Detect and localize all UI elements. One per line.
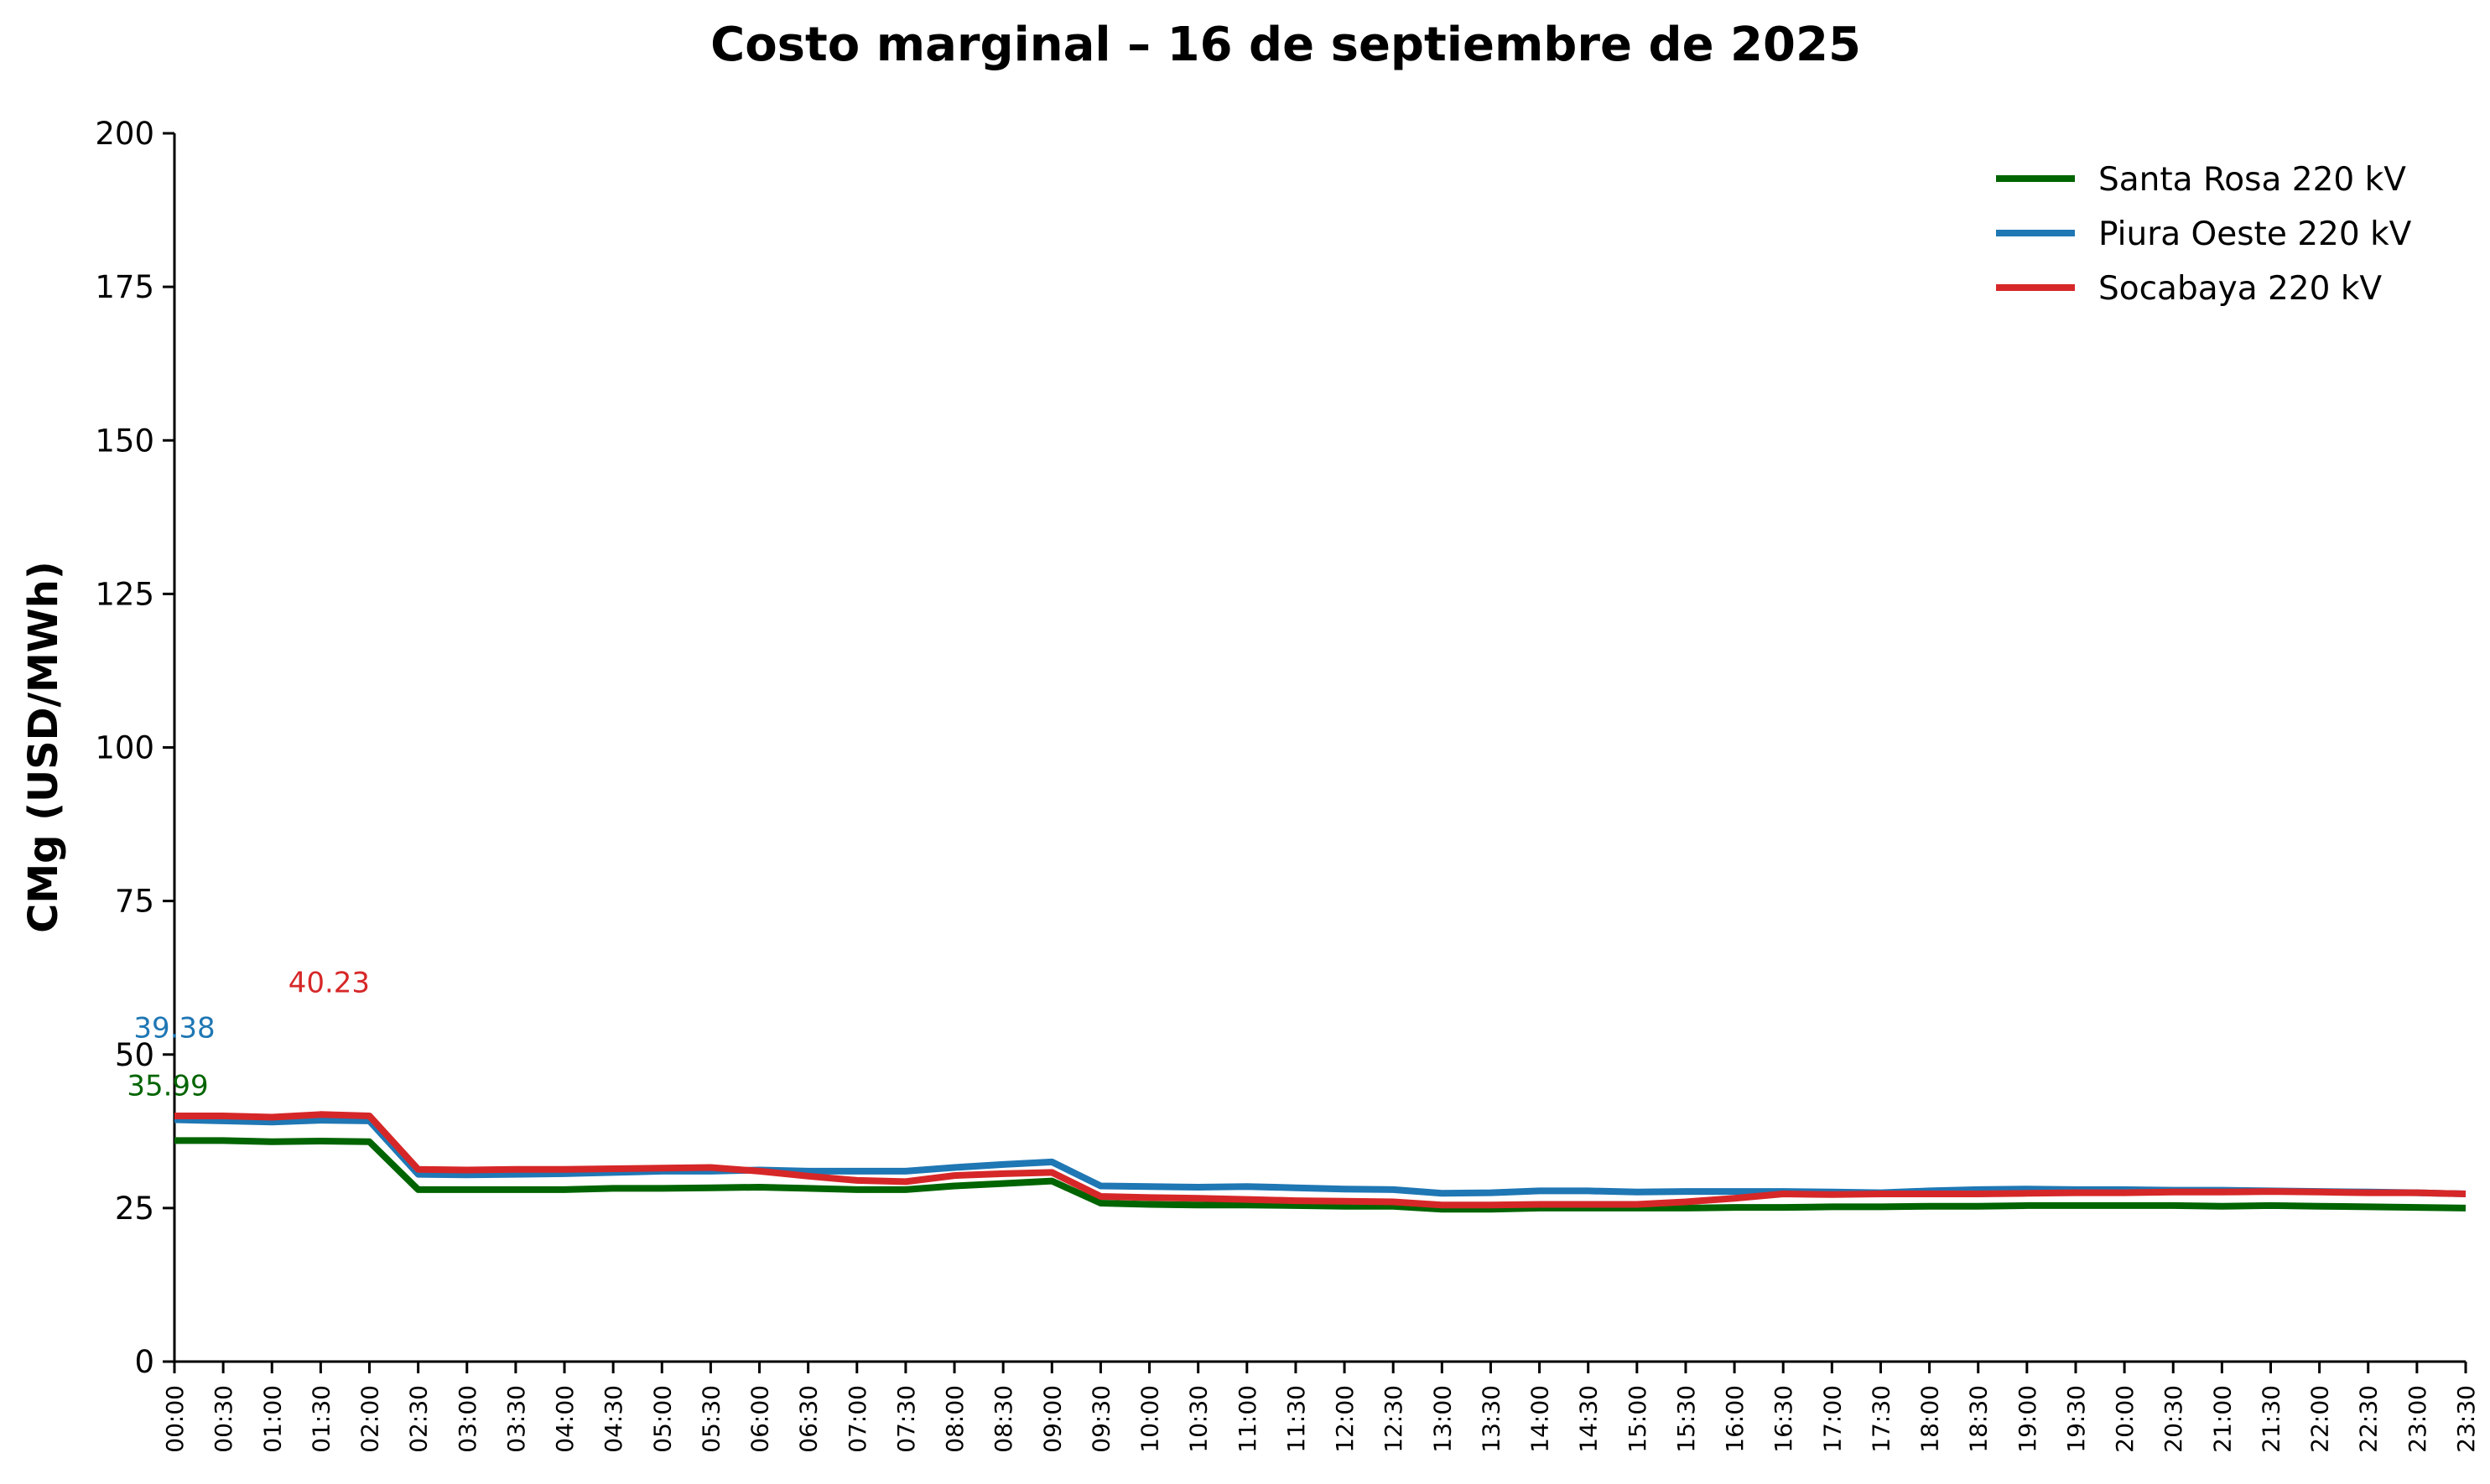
y-tick-label: 200 xyxy=(95,116,154,152)
data-label-0: 35.99 xyxy=(127,1069,208,1103)
x-tick-label: 09:30 xyxy=(1087,1385,1115,1453)
x-tick-label: 20:30 xyxy=(2160,1385,2187,1453)
y-tick-label: 0 xyxy=(134,1344,154,1380)
x-tick-label: 22:30 xyxy=(2355,1385,2383,1453)
x-tick-label: 16:00 xyxy=(1721,1385,1749,1453)
x-tick-label: 02:30 xyxy=(405,1385,433,1453)
x-tick-label: 13:30 xyxy=(1477,1385,1505,1453)
x-tick-label: 13:00 xyxy=(1428,1385,1456,1453)
x-tick-label: 17:30 xyxy=(1867,1385,1895,1453)
x-tick-label: 20:00 xyxy=(2111,1385,2139,1453)
x-tick-label: 08:30 xyxy=(990,1385,1017,1453)
x-tick-label: 17:00 xyxy=(1818,1385,1846,1453)
legend-label-2: Socabaya 220 kV xyxy=(2098,270,2382,308)
series-line-1 xyxy=(174,1116,2467,1197)
x-tick-label: 01:30 xyxy=(307,1385,335,1453)
series-line-2 xyxy=(174,1111,2467,1209)
x-tick-label: 00:00 xyxy=(161,1385,189,1453)
x-tick-label: 06:30 xyxy=(795,1385,823,1453)
y-tick-label: 100 xyxy=(95,730,154,766)
x-tick-label: 18:00 xyxy=(1916,1385,1944,1453)
y-tick-label: 175 xyxy=(95,269,154,305)
x-tick-label: 08:00 xyxy=(941,1385,969,1453)
x-tick-label: 23:30 xyxy=(2452,1385,2480,1453)
x-tick-label: 07:30 xyxy=(892,1385,920,1453)
series-line-0 xyxy=(174,1137,2467,1213)
annotation-group: 35.99 39.38 40.23 xyxy=(127,966,370,1103)
x-tick-label: 14:00 xyxy=(1526,1385,1554,1453)
chart-title: Costo marginal – 16 de septiembre de 202… xyxy=(710,18,1861,72)
x-axis: 00:00 00:30 01:00 01:30 02:00 02:30 03:00 03:30… xyxy=(161,1360,2480,1453)
series-group xyxy=(174,1111,2467,1213)
x-tick-label: 12:30 xyxy=(1380,1385,1407,1453)
x-tick-label: 22:00 xyxy=(2306,1385,2334,1453)
data-label-2: 40.23 xyxy=(289,966,370,999)
y-tick-label: 25 xyxy=(115,1191,154,1227)
x-tick-label: 03:30 xyxy=(502,1385,530,1453)
y-tick-label: 150 xyxy=(95,423,154,459)
x-tick-label: 04:00 xyxy=(551,1385,579,1453)
legend: Santa Rosa 220 kV Piura Oeste 220 kV Socab… xyxy=(1996,161,2412,308)
data-label-1: 39.38 xyxy=(133,1012,215,1046)
x-tick-label: 05:00 xyxy=(648,1385,676,1453)
x-tick-label: 03:00 xyxy=(454,1385,481,1453)
y-axis-label: CMg (USD/MWh) xyxy=(20,561,67,933)
x-tick-label: 09:00 xyxy=(1038,1385,1066,1453)
x-tick-label: 01:00 xyxy=(258,1385,286,1453)
y-tick-label: 125 xyxy=(95,576,154,612)
x-tick-label: 18:30 xyxy=(1965,1385,1993,1453)
x-tick-label: 00:30 xyxy=(210,1385,237,1453)
x-tick-label: 19:00 xyxy=(2014,1385,2041,1453)
x-tick-label: 10:00 xyxy=(1136,1385,1164,1453)
x-tick-label: 15:00 xyxy=(1624,1385,1651,1453)
x-tick-label: 15:30 xyxy=(1672,1385,1700,1453)
x-tick-label: 23:00 xyxy=(2404,1385,2431,1453)
y-axis: 0 25 50 75 100 125 150 175 200 xyxy=(95,116,176,1380)
x-tick-label: 11:00 xyxy=(1234,1385,1261,1453)
legend-label-0: Santa Rosa 220 kV xyxy=(2098,161,2406,199)
x-tick-label: 21:00 xyxy=(2208,1385,2236,1453)
x-tick-label: 07:00 xyxy=(844,1385,871,1453)
y-tick-label: 50 xyxy=(115,1037,154,1073)
x-tick-label: 06:00 xyxy=(746,1385,774,1453)
y-tick-label: 75 xyxy=(115,884,154,920)
x-tick-label: 12:00 xyxy=(1331,1385,1359,1453)
x-tick-label: 02:00 xyxy=(356,1385,384,1453)
x-tick-label: 21:30 xyxy=(2257,1385,2285,1453)
x-tick-label: 14:30 xyxy=(1575,1385,1603,1453)
x-tick-label: 16:30 xyxy=(1770,1385,1797,1453)
legend-label-1: Piura Oeste 220 kV xyxy=(2098,215,2412,253)
x-tick-label: 11:30 xyxy=(1282,1385,1310,1453)
x-tick-label: 05:30 xyxy=(697,1385,725,1453)
x-tick-label: 19:30 xyxy=(2062,1385,2090,1453)
x-tick-label: 04:30 xyxy=(600,1385,627,1453)
x-tick-label: 10:30 xyxy=(1185,1385,1213,1453)
